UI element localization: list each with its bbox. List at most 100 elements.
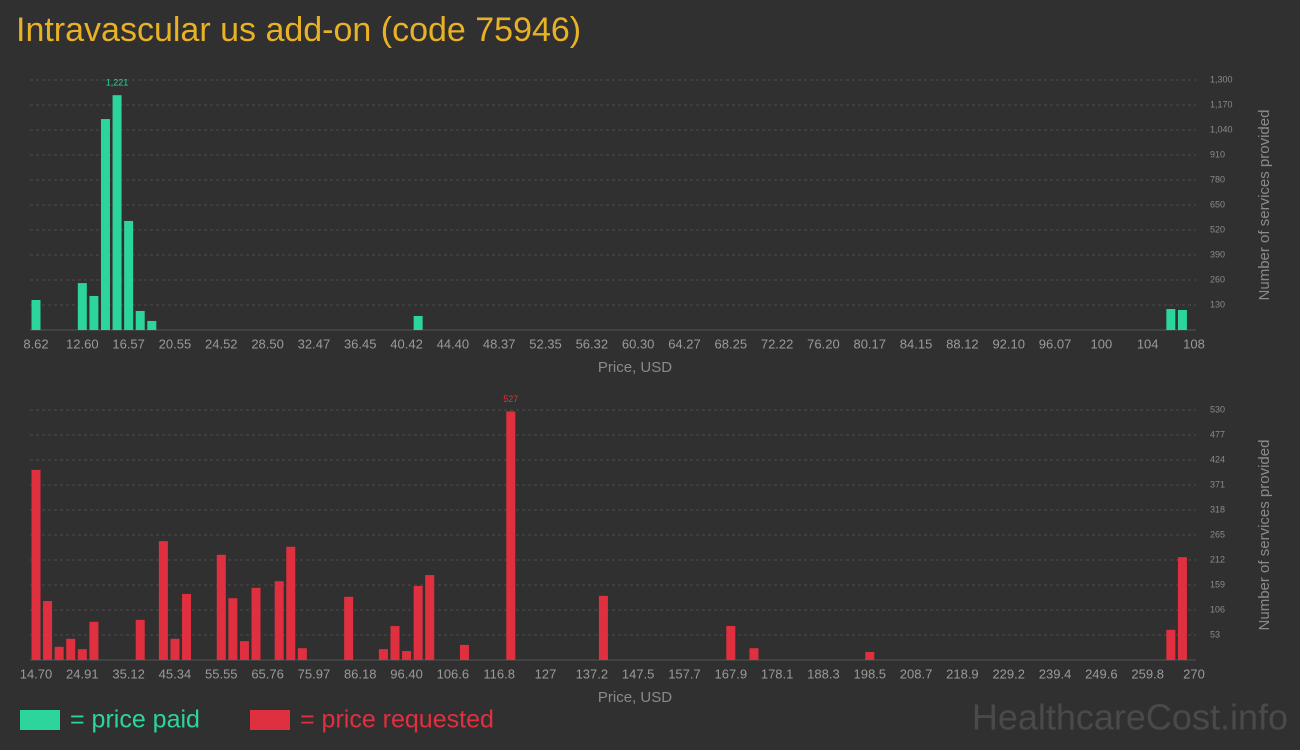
x-tick-label: 28.50 (251, 336, 284, 351)
bar (31, 300, 41, 330)
bar (402, 651, 412, 660)
x-tick-label: 80.17 (853, 336, 886, 351)
y-tick-label: 424 (1210, 454, 1225, 464)
page-title: Intravascular us add-on (code 75946) (16, 11, 581, 49)
y-tick-label: 371 (1210, 479, 1225, 489)
x-tick-label: 167.9 (715, 666, 748, 681)
y-tick-label: 1,040 (1210, 124, 1233, 134)
bar (344, 596, 354, 660)
bar (274, 581, 284, 660)
x-tick-label: 75.97 (298, 666, 331, 681)
bar (413, 315, 423, 330)
x-tick-label: 40.42 (390, 336, 423, 351)
bar (100, 119, 110, 331)
legend-label: = price paid (70, 706, 200, 734)
bar (77, 283, 87, 330)
y-tick-label: 1,300 (1210, 74, 1233, 84)
legend-swatch (20, 710, 60, 730)
x-tick-label: 44.40 (437, 336, 470, 351)
x-tick-label: 32.47 (298, 336, 331, 351)
x-tick-label: 8.62 (23, 336, 48, 351)
bar (726, 626, 736, 660)
y-tick-label: 265 (1210, 529, 1225, 539)
x-tick-label: 127 (535, 666, 557, 681)
x-tick-label: 12.60 (66, 336, 99, 351)
x-axis-title: Price, USD (598, 689, 672, 706)
x-tick-label: 65.76 (251, 666, 284, 681)
x-tick-label: 55.55 (205, 666, 238, 681)
y-tick-label: 260 (1210, 274, 1225, 284)
x-tick-label: 104 (1137, 336, 1159, 351)
x-tick-label: 157.7 (668, 666, 701, 681)
bar (228, 598, 238, 660)
x-tick-label: 48.37 (483, 336, 516, 351)
y-tick-label: 130 (1210, 299, 1225, 309)
x-tick-label: 72.22 (761, 336, 794, 351)
x-tick-label: 68.25 (715, 336, 748, 351)
x-tick-label: 137.2 (576, 666, 609, 681)
bar (286, 546, 296, 660)
x-axis-title: Price, USD (598, 359, 672, 376)
x-tick-label: 88.12 (946, 336, 979, 351)
x-tick-label: 20.55 (159, 336, 192, 351)
bar (459, 644, 469, 660)
y-tick-label: 106 (1210, 604, 1225, 614)
bar (749, 648, 759, 660)
bar (182, 593, 192, 660)
x-tick-label: 14.70 (20, 666, 53, 681)
y-tick-label: 530 (1210, 404, 1225, 414)
x-tick-label: 188.3 (807, 666, 840, 681)
bar (147, 320, 157, 330)
x-tick-label: 147.5 (622, 666, 655, 681)
x-tick-label: 45.34 (159, 666, 192, 681)
y-tick-label: 390 (1210, 249, 1225, 259)
x-tick-label: 178.1 (761, 666, 794, 681)
x-tick-label: 56.32 (576, 336, 609, 351)
value-label: 1,221 (106, 78, 129, 88)
bar (54, 646, 64, 660)
x-tick-label: 76.20 (807, 336, 840, 351)
bar (43, 601, 53, 660)
x-tick-label: 249.6 (1085, 666, 1118, 681)
bar (297, 648, 307, 660)
bar (865, 651, 875, 660)
x-tick-label: 84.15 (900, 336, 933, 351)
bar (239, 641, 249, 660)
x-tick-label: 100 (1091, 336, 1113, 351)
bar (135, 619, 145, 660)
y-axis-title: Number of services provided (1256, 440, 1273, 631)
legend-swatch (250, 710, 290, 730)
x-tick-label: 239.4 (1039, 666, 1072, 681)
y-tick-label: 53 (1210, 629, 1220, 639)
x-tick-label: 208.7 (900, 666, 933, 681)
bar (170, 638, 180, 660)
x-tick-label: 106.6 (437, 666, 470, 681)
x-tick-label: 60.30 (622, 336, 655, 351)
x-tick-label: 116.8 (483, 666, 515, 681)
x-tick-label: 36.45 (344, 336, 377, 351)
x-tick-label: 52.35 (529, 336, 562, 351)
y-tick-label: 477 (1210, 429, 1225, 439)
bar (89, 621, 99, 660)
bar (89, 295, 99, 330)
x-tick-label: 229.2 (992, 666, 1025, 681)
x-tick-label: 96.40 (390, 666, 423, 681)
y-tick-label: 910 (1210, 149, 1225, 159)
x-tick-label: 24.91 (66, 666, 99, 681)
y-tick-label: 780 (1210, 174, 1225, 184)
y-tick-label: 159 (1210, 579, 1225, 589)
y-tick-label: 520 (1210, 224, 1225, 234)
bar (506, 411, 516, 660)
bar (77, 649, 87, 660)
value-label: 527 (503, 394, 518, 404)
watermark: HealthcareCost.info (972, 697, 1288, 738)
bar (251, 587, 261, 660)
y-tick-label: 212 (1210, 554, 1225, 564)
bar (135, 310, 145, 330)
bar (31, 469, 41, 660)
x-tick-label: 35.12 (112, 666, 145, 681)
bar (598, 595, 608, 660)
bar (1177, 557, 1187, 660)
